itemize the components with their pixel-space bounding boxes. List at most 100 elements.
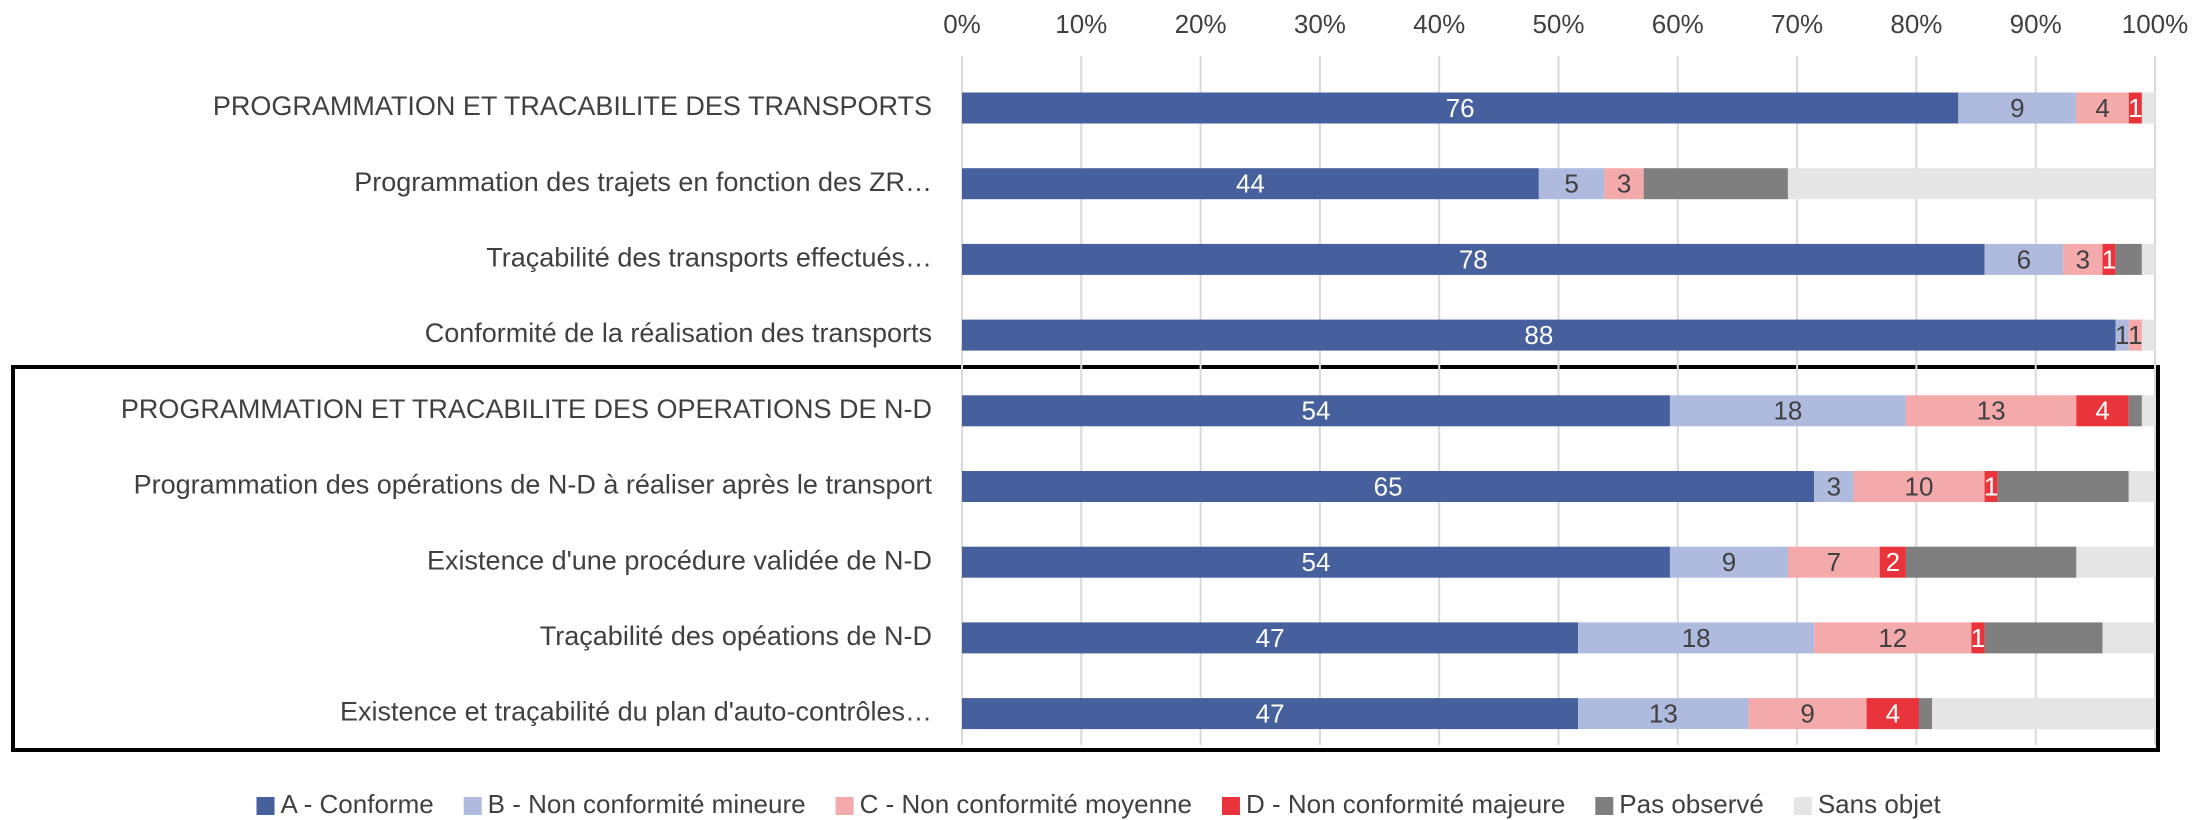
x-tick-label: 90% (2010, 9, 2062, 39)
data-label: 1 (2115, 320, 2129, 350)
legend-label: C - Non conformité moyenne (860, 789, 1192, 819)
bar-segment (1787, 168, 2155, 200)
data-label: 78 (1459, 244, 1488, 274)
bar-segment (962, 395, 1670, 427)
x-tick-label: 40% (1413, 9, 1465, 39)
x-tick-label: 100% (2122, 9, 2189, 39)
data-label: 1 (1971, 623, 1985, 653)
bar-segment (1669, 546, 1788, 578)
data-label: 54 (1302, 396, 1331, 426)
data-label: 9 (1722, 547, 1736, 577)
bar-segment (1604, 168, 1644, 200)
legend-label: A - Conforme (281, 789, 434, 819)
data-label: 2 (1886, 547, 1900, 577)
data-label: 1 (2128, 93, 2142, 123)
bar-segment (1866, 698, 1920, 730)
bar-segment (1669, 395, 1906, 427)
category-label: Programmation des trajets en fonction de… (354, 167, 932, 197)
data-label: 1 (1984, 471, 1998, 501)
bar-segment (1984, 622, 2103, 654)
bar-segment (2102, 243, 2116, 275)
data-label: 9 (1800, 698, 1814, 728)
data-label: 3 (2076, 244, 2090, 274)
bar-segment (1971, 622, 1985, 654)
bar-segment (1538, 168, 1605, 200)
category-label: Programmation des opérations de N-D à ré… (134, 470, 933, 500)
bar-segment (2102, 622, 2155, 654)
legend-label: Pas observé (1619, 789, 1764, 819)
legend-swatch (835, 797, 854, 815)
legend-label: B - Non conformité mineure (488, 789, 806, 819)
category-label: Conformité de la réalisation des transpo… (425, 318, 932, 348)
data-label: 7 (1827, 547, 1841, 577)
x-tick-label: 80% (1890, 9, 1942, 39)
bar-segment (1984, 471, 1998, 502)
bar-segment (2128, 395, 2142, 427)
bar-segment (2063, 243, 2103, 275)
legend-label: Sans objet (1818, 789, 1942, 819)
bar-segment (1984, 243, 2064, 275)
data-label: 4 (1886, 698, 1900, 728)
category-label: Existence d'une procédure validée de N-D (427, 545, 932, 575)
bar-segment (2141, 395, 2155, 427)
data-label: 5 (1564, 169, 1578, 199)
category-label: Traçabilité des transports effectués… (486, 243, 932, 273)
bar-segment (962, 243, 1985, 275)
legend-swatch (463, 797, 482, 815)
bar-segment (962, 319, 2116, 351)
bar-segment (2115, 319, 2129, 351)
data-label: 3 (1617, 169, 1631, 199)
data-label: 47 (1256, 623, 1285, 653)
x-tick-label: 30% (1294, 9, 1346, 39)
legend: A - Conforme B - Non conformité mineure C … (256, 789, 1942, 819)
bar-segment (1853, 471, 1985, 502)
x-tick-label: 60% (1652, 9, 1704, 39)
data-label: 1 (2102, 244, 2116, 274)
bar-segment (1748, 698, 1867, 730)
category-label: Existence et traçabilité du plan d'auto-… (340, 697, 932, 727)
x-tick-label: 10% (1055, 9, 1107, 39)
data-label: 6 (2017, 244, 2031, 274)
x-tick-label: 0% (943, 9, 981, 39)
bar-segment (962, 546, 1670, 578)
bar-segment (2141, 92, 2155, 124)
data-label: 76 (1446, 93, 1475, 123)
data-label: 44 (1236, 169, 1265, 199)
bar-segment (1814, 471, 1854, 502)
data-label: 18 (1773, 396, 1802, 426)
data-label: 88 (1524, 320, 1553, 350)
bar-segment (1814, 622, 1972, 654)
data-label: 54 (1302, 547, 1331, 577)
category-label: PROGRAMMATION ET TRACABILITE DES TRANSPO… (213, 91, 932, 121)
bar-segment (2076, 546, 2155, 578)
data-label: 10 (1905, 471, 1934, 501)
bar-segment (1919, 698, 1933, 730)
bar-segment (2128, 319, 2142, 351)
legend-swatch (256, 797, 275, 815)
x-tick-label: 50% (1532, 9, 1584, 39)
data-label: 47 (1256, 698, 1285, 728)
bar-segment (962, 622, 1579, 654)
data-label: 1 (2128, 320, 2142, 350)
bar-segment (962, 92, 1959, 124)
highlight-box (11, 365, 2160, 752)
bar-segment (1787, 546, 1880, 578)
bar-segment (1578, 698, 1749, 730)
bar-segment (2076, 395, 2129, 427)
data-label: 12 (1878, 623, 1907, 653)
bar-segment (2128, 471, 2155, 502)
x-tick-label: 20% (1175, 9, 1227, 39)
bar-segment (2076, 92, 2129, 124)
bar-segment (1879, 546, 1906, 578)
bar-segment (962, 471, 1815, 502)
bar-segment (1905, 546, 2077, 578)
data-label: 4 (2095, 93, 2109, 123)
bar-segment (2128, 92, 2142, 124)
bar-segment (1643, 168, 1788, 200)
legend-swatch (1793, 797, 1812, 815)
legend-swatch (1595, 797, 1614, 815)
bar-segment (1997, 471, 2129, 502)
category-label: Traçabilité des opéations de N-D (540, 621, 932, 651)
bar-segment (962, 698, 1579, 730)
data-label: 18 (1682, 623, 1711, 653)
